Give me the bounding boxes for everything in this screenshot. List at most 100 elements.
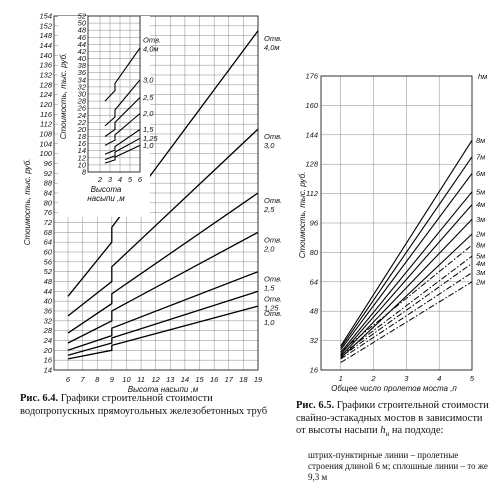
dashed-series-line — [340, 244, 473, 352]
solid-series-label: 8м — [476, 136, 485, 145]
inset-series-label: Отв. — [143, 35, 161, 44]
series-label: Отв. — [264, 235, 282, 244]
series-label: 1,25 — [264, 303, 279, 312]
inset-x-tick-label: 2 — [97, 175, 103, 184]
y-tick-label: 108 — [39, 130, 52, 139]
inset-series-label: 1,25 — [143, 134, 158, 143]
solid-series-label: 6м — [476, 169, 485, 178]
inset-series-label: 1,5 — [143, 125, 154, 134]
x-tick-label: 8 — [95, 375, 100, 384]
x-tick-label: 3 — [404, 374, 409, 383]
caption-fig-6-5-text-b: на подходе: — [391, 425, 444, 436]
x-tick-label: 1 — [339, 374, 343, 383]
y-tick-label: 14 — [44, 366, 52, 375]
y-tick-label: 152 — [39, 21, 52, 30]
inset-series-line — [104, 97, 141, 137]
solid-series-line — [340, 140, 473, 347]
y-tick-label: 28 — [43, 326, 53, 335]
y-tick-label: 160 — [305, 101, 318, 110]
inset-series-line — [104, 137, 141, 161]
y-tick-label: 128 — [305, 160, 318, 169]
series-line — [67, 305, 259, 360]
inset-x-tick-label: 5 — [128, 175, 133, 184]
inset-y-tick-label: 8 — [82, 168, 87, 177]
inset-series-label: 4,0м — [143, 44, 159, 53]
inset-x-tick-label: 6 — [138, 175, 143, 184]
x-tick-label: 2 — [370, 374, 376, 383]
y-tick-label: 154 — [39, 12, 52, 21]
y-tick-label: 176 — [305, 72, 318, 81]
y-tick-label: 24 — [43, 336, 52, 345]
inset-y-tick-label: 42 — [78, 47, 87, 56]
solid-series-label: 4м — [476, 200, 485, 209]
inset-y-tick-label: 18 — [78, 132, 87, 141]
x-axis-title: Общее число пролетов моста ,п — [331, 384, 457, 393]
y-tick-label: 40 — [44, 297, 53, 306]
inset-x-axis-title: насыпи ,м — [87, 194, 125, 203]
inset-y-tick-label: 36 — [78, 68, 87, 77]
y-tick-label: 140 — [39, 51, 52, 60]
caption-fig-6-5-label: Рис. 6.5. — [296, 400, 335, 411]
y-tick-label: 44 — [44, 287, 52, 296]
y-tick-label: 112 — [40, 120, 53, 129]
y-tick-label: 76 — [44, 208, 53, 217]
y-tick-label: 144 — [39, 41, 52, 50]
inset-series-line — [104, 144, 141, 164]
solid-series-label: 5м — [476, 187, 485, 196]
dashed-series-line — [340, 262, 473, 358]
y-tick-label: 136 — [39, 61, 52, 70]
y-tick-label: 144 — [305, 130, 318, 139]
series-line — [67, 271, 259, 351]
x-tick-label: 9 — [110, 375, 115, 384]
inset-y-tick-label: 52 — [78, 12, 87, 21]
y-tick-label: 32 — [310, 336, 319, 345]
x-tick-label: 16 — [210, 375, 219, 384]
x-tick-label: 15 — [195, 375, 204, 384]
inset-y-tick-label: 26 — [77, 104, 87, 113]
y-tick-label: 16 — [310, 366, 319, 375]
y-tick-label: 112 — [306, 189, 319, 198]
inset-y-tick-label: 12 — [78, 153, 87, 162]
y-axis-title: Стоимость, тыс. руб. — [298, 172, 307, 259]
solid-series-line — [340, 191, 473, 353]
x-tick-label: 10 — [122, 375, 131, 384]
inset-y-tick-label: 50 — [78, 19, 87, 28]
inset-series-line — [104, 79, 141, 127]
y-tick-label: 116 — [40, 110, 53, 119]
dashed-series-label: 8м — [476, 241, 485, 250]
series-label: Отв. — [264, 34, 282, 43]
y-tick-label: 120 — [39, 100, 52, 109]
caption-fig-6-4-label: Рис. 6.4. — [20, 393, 59, 404]
inset-chart-fig-6-4: 2 3 4 5 681012141618202224262830323436384042… — [58, 12, 161, 217]
y-tick-label: 16 — [44, 356, 53, 365]
caption-fig-6-5-hsub: н — [385, 430, 390, 439]
inset-series-line — [104, 113, 141, 146]
inset-y-axis-title: Стоимость, тыс. руб. — [59, 53, 68, 140]
series-label: 2,5 — [263, 205, 275, 214]
x-tick-label: 18 — [239, 375, 248, 384]
caption-fig-6-4-text: Графики строительной стоимости водопропу… — [20, 393, 268, 417]
series-label: 1,0 — [264, 318, 275, 327]
x-tick-label: 4 — [437, 374, 441, 383]
inset-y-tick-label: 28 — [77, 97, 87, 106]
y-tick-label: 100 — [39, 149, 52, 158]
series-line — [67, 30, 259, 297]
dashed-series-label: 5м — [476, 252, 485, 261]
series-label: Отв. — [264, 294, 282, 303]
x-tick-label: 17 — [225, 375, 234, 384]
series-line — [67, 231, 259, 344]
y-tick-label: 64 — [310, 277, 318, 286]
solid-series-line — [340, 204, 473, 355]
solid-series-line — [340, 156, 473, 349]
chart-fig-6-4: 6 7 8 9 10 11 12 13 14 15 16 17 18 191416202428323640… — [23, 12, 282, 395]
y-tick-label: 20 — [43, 346, 53, 355]
inset-y-tick-label: 10 — [78, 160, 87, 169]
y-tick-label: 60 — [44, 248, 53, 257]
dashed-series-line — [340, 281, 473, 364]
inset-y-tick-label: 46 — [78, 33, 87, 42]
y-tick-label: 48 — [310, 307, 319, 316]
y-tick-label: 88 — [44, 179, 53, 188]
plot-frame — [320, 75, 473, 371]
inset-y-tick-label: 22 — [77, 118, 87, 127]
y-tick-label: 64 — [44, 238, 52, 247]
